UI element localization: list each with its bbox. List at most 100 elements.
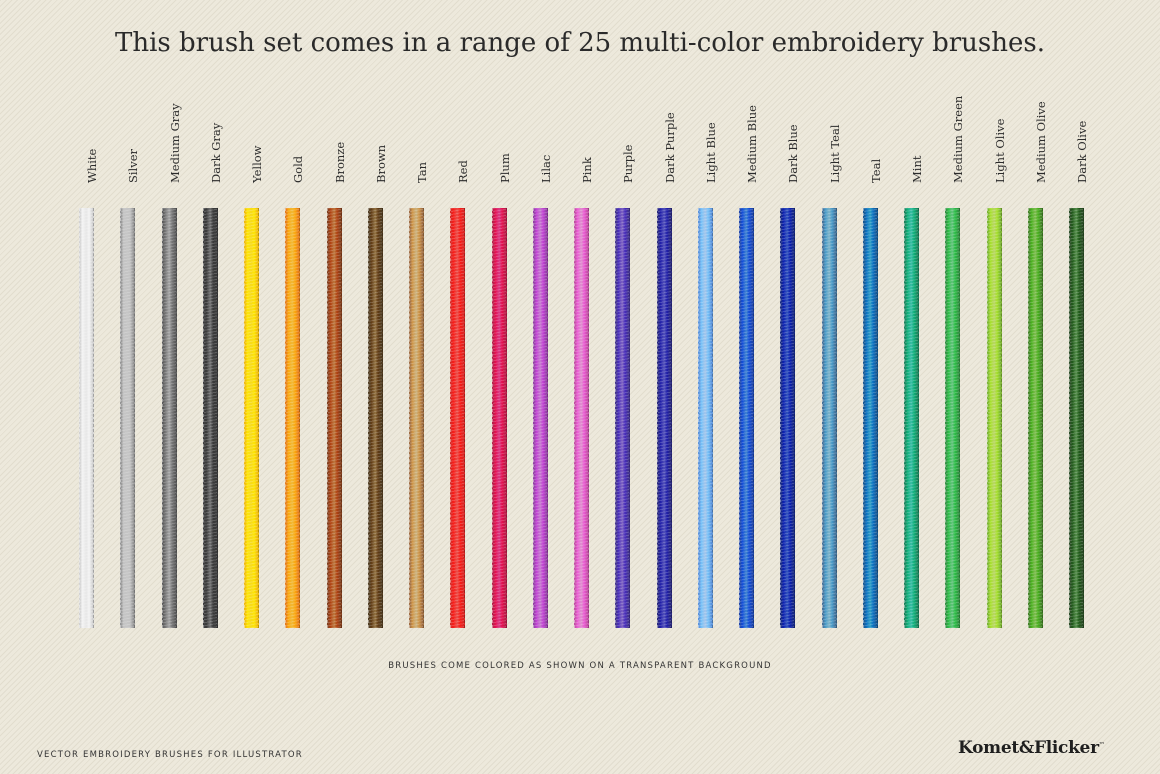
- brush-label: Brown: [374, 144, 388, 183]
- brush-label-wrap: Medium Blue: [737, 60, 759, 190]
- brush-swatch: Teal: [861, 0, 883, 774]
- brush-swatch: Silver: [118, 0, 140, 774]
- embroidery-thread-sample: [780, 208, 795, 628]
- embroidery-thread-sample: [698, 208, 713, 628]
- brush-label: Light Olive: [993, 118, 1007, 183]
- brush-label: Dark Purple: [663, 112, 677, 183]
- brush-label-wrap: Plum: [490, 60, 512, 190]
- brush-swatch: Light Blue: [696, 0, 718, 774]
- embroidery-thread-sample: [327, 208, 342, 628]
- brush-label: Plum: [498, 153, 512, 183]
- brush-label-wrap: Dark Purple: [655, 60, 677, 190]
- embroidery-thread-sample: [739, 208, 754, 628]
- brush-label: Pink: [580, 157, 594, 183]
- brush-label: Gold: [291, 155, 305, 183]
- embroidery-thread-sample: [162, 208, 177, 628]
- brush-label-wrap: Yellow: [242, 60, 264, 190]
- brush-swatch: Dark Gray: [201, 0, 223, 774]
- brush-label: Lilac: [539, 154, 553, 183]
- brush-label-wrap: Purple: [613, 60, 635, 190]
- brush-swatch: Brown: [366, 0, 388, 774]
- embroidery-thread-sample: [450, 208, 465, 628]
- brush-label: Medium Blue: [745, 105, 759, 183]
- embroidery-thread-sample: [285, 208, 300, 628]
- brush-swatch: Plum: [490, 0, 512, 774]
- brush-swatch: Mint: [902, 0, 924, 774]
- brush-label-wrap: Gold: [283, 60, 305, 190]
- brush-swatch: Pink: [572, 0, 594, 774]
- brush-label-wrap: Medium Olive: [1026, 60, 1048, 190]
- brush-label: Medium Gray: [168, 103, 182, 183]
- embroidery-thread-sample: [863, 208, 878, 628]
- brush-label: Medium Olive: [1034, 101, 1048, 183]
- brush-label: White: [85, 148, 99, 183]
- brush-swatch: Lilac: [531, 0, 553, 774]
- brush-swatch: Light Olive: [985, 0, 1007, 774]
- brush-label-wrap: Teal: [861, 60, 883, 190]
- embroidery-thread-sample: [492, 208, 507, 628]
- brush-label: Red: [456, 160, 470, 183]
- embroidery-thread-sample: [409, 208, 424, 628]
- brush-swatch: Bronze: [325, 0, 347, 774]
- embroidery-thread-sample: [1069, 208, 1084, 628]
- embroidery-thread-sample: [120, 208, 135, 628]
- brush-swatch: Medium Olive: [1026, 0, 1048, 774]
- brush-label-wrap: White: [77, 60, 99, 190]
- page-title: This brush set comes in a range of 25 mu…: [115, 28, 1045, 58]
- brush-swatch: Dark Olive: [1067, 0, 1089, 774]
- embroidery-thread-sample: [615, 208, 630, 628]
- brush-label-wrap: Light Teal: [820, 60, 842, 190]
- embroidery-thread-sample: [987, 208, 1002, 628]
- brush-swatch: Gold: [283, 0, 305, 774]
- brush-label-wrap: Brown: [366, 60, 388, 190]
- brush-swatch: Tan: [407, 0, 429, 774]
- brand-logo: Komet&Flicker™: [958, 738, 1105, 758]
- brush-swatch: Yellow: [242, 0, 264, 774]
- brush-label-wrap: Dark Blue: [778, 60, 800, 190]
- brush-label: Bronze: [333, 141, 347, 183]
- brush-label: Mint: [910, 155, 924, 183]
- brush-label-wrap: Light Olive: [985, 60, 1007, 190]
- brush-label: Light Teal: [828, 124, 842, 183]
- embroidery-thread-sample: [368, 208, 383, 628]
- brush-swatch: Dark Blue: [778, 0, 800, 774]
- brush-label: Light Blue: [704, 122, 718, 183]
- brush-swatch: Medium Green: [943, 0, 965, 774]
- brush-label-wrap: Tan: [407, 60, 429, 190]
- footer-caption: VECTOR EMBROIDERY BRUSHES FOR ILLUSTRATO…: [37, 750, 303, 760]
- transparency-note: BRUSHES COME COLORED AS SHOWN ON A TRANS…: [388, 661, 772, 671]
- brush-label-wrap: Pink: [572, 60, 594, 190]
- brush-swatch: Medium Blue: [737, 0, 759, 774]
- embroidery-thread-sample: [79, 208, 94, 628]
- brush-label: Tan: [415, 161, 429, 183]
- brush-label: Silver: [126, 148, 140, 183]
- embroidery-thread-sample: [904, 208, 919, 628]
- embroidery-thread-sample: [945, 208, 960, 628]
- brush-label-wrap: Silver: [118, 60, 140, 190]
- brush-label-wrap: Mint: [902, 60, 924, 190]
- brush-label-wrap: Red: [448, 60, 470, 190]
- brush-label: Dark Blue: [786, 124, 800, 183]
- embroidery-thread-sample: [533, 208, 548, 628]
- trademark-symbol: ™: [1098, 741, 1105, 749]
- brush-label: Dark Olive: [1075, 120, 1089, 183]
- brush-label-wrap: Dark Olive: [1067, 60, 1089, 190]
- brush-label-wrap: Bronze: [325, 60, 347, 190]
- brush-label: Purple: [621, 144, 635, 184]
- brush-swatch: Red: [448, 0, 470, 774]
- brush-label-wrap: Medium Gray: [160, 60, 182, 190]
- brush-swatch: White: [77, 0, 99, 774]
- embroidery-thread-sample: [1028, 208, 1043, 628]
- embroidery-thread-sample: [203, 208, 218, 628]
- embroidery-thread-sample: [822, 208, 837, 628]
- brush-label-wrap: Lilac: [531, 60, 553, 190]
- brush-swatch: Light Teal: [820, 0, 842, 774]
- brush-label: Yellow: [250, 145, 264, 183]
- brush-label-wrap: Medium Green: [943, 60, 965, 190]
- brand-logo-text: Komet&Flicker: [958, 738, 1099, 758]
- embroidery-thread-sample: [657, 208, 672, 628]
- embroidery-thread-sample: [244, 208, 259, 628]
- brush-label-wrap: Dark Gray: [201, 60, 223, 190]
- brush-label: Teal: [869, 158, 883, 183]
